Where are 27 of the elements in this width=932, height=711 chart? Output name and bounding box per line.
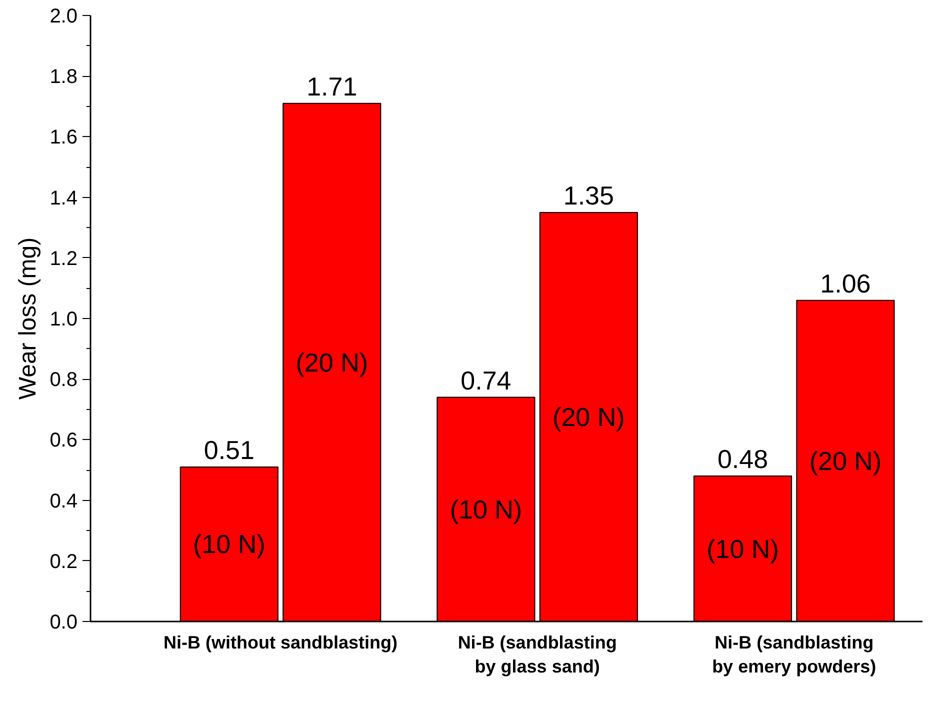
- y-tick-label: 0.4: [50, 490, 78, 512]
- y-axis-title: Wear loss (mg): [14, 237, 42, 400]
- text: (20 N): [552, 402, 625, 432]
- text: (10 N): [706, 534, 779, 564]
- x-tick-label: Ni-B (sandblasting by glass sand): [458, 632, 617, 676]
- y-tick-label: 1.2: [50, 248, 78, 270]
- y-tick-label: 0.6: [50, 430, 78, 452]
- x-tick-label: Ni-B (without sandblasting): [164, 632, 398, 652]
- y-tick-label: 1.4: [50, 187, 78, 210]
- y-tick-label: 1.6: [50, 126, 78, 149]
- y-tick-label: 1.8: [50, 66, 78, 88]
- text: (20 N): [296, 347, 368, 378]
- y-tick-label: 0.2: [50, 550, 78, 573]
- y-tick-label: 0.8: [50, 369, 78, 392]
- data-label: 1.35: [563, 180, 614, 210]
- data-label: 1.71: [306, 71, 358, 102]
- text: (10 N): [450, 494, 522, 524]
- data-label: 0.51: [204, 434, 254, 465]
- series-label: (20 N): [809, 446, 882, 476]
- x-tick-label: Ni-B (sandblasting by emery powders): [712, 632, 876, 676]
- y-tick-label: 1.0: [50, 308, 78, 330]
- data-label: 0.74: [460, 365, 512, 396]
- data-label: 0.48: [717, 444, 768, 474]
- y-tick-label: 2.0: [50, 6, 78, 28]
- data-label: 1.06: [820, 268, 871, 298]
- series-label: (10 N): [193, 529, 266, 560]
- y-tick-label: 0.0: [50, 612, 78, 634]
